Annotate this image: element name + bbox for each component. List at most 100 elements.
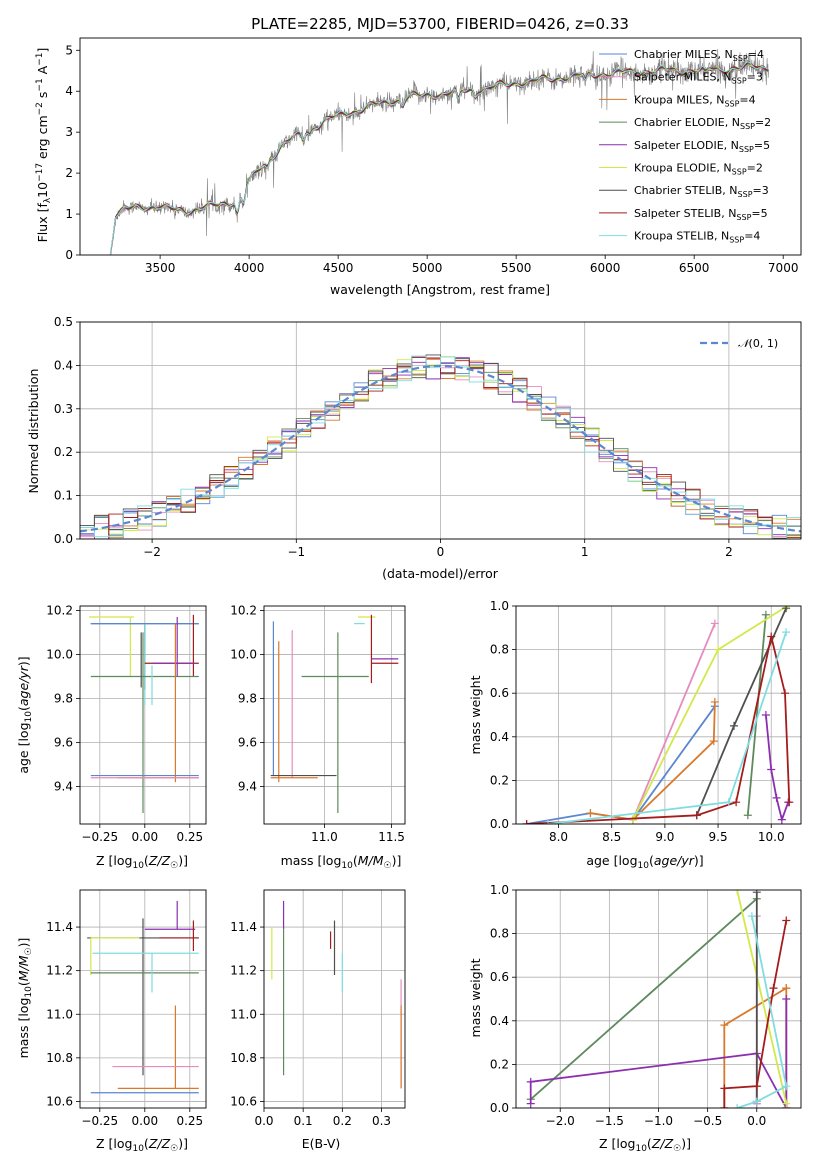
weight-vs-age-ytick-label-5: 1.0 (490, 599, 509, 613)
weight-vs-age-series-salpeter_stelib (526, 636, 791, 824)
residuals-xlabel: (data-model)/error (382, 566, 499, 581)
residuals-xtick-label-2: 0 (437, 545, 445, 559)
weight-vs-z-marker-salpeter_stelib-2 (752, 1082, 761, 1091)
mass-vs-z-xlabel: Z [log10(Z/Z☉)] (96, 1136, 188, 1154)
mass-vs-z-ylabel: mass [log10(M/M☉)] (16, 938, 34, 1059)
age-vs-z-ytick-label-2: 9.8 (54, 691, 73, 705)
residuals-ytick-label-2: 0.2 (54, 445, 73, 459)
weight-vs-age-marker-kroupa_stelib-0 (543, 820, 552, 824)
spectrum-legend: Chabrier MILES, NSSP=4 Salpeter MILES, NS… (599, 48, 771, 245)
residuals-legend: 𝒩(0, 1) (700, 337, 778, 350)
weight-vs-z-ytick-label-1: 0.2 (490, 1057, 509, 1071)
spectrum-xtick-label-5: 6000 (590, 261, 621, 275)
residuals-xtick-label-3: 1 (581, 545, 589, 559)
weight-vs-z-ytick-label-0: 0.0 (490, 1101, 509, 1115)
weight-vs-age-marker-chabrier_elodie-0 (743, 811, 752, 820)
mass-vs-ebv-ytick-label-3: 11.2 (230, 964, 257, 978)
legend-label-salpeter_stelib: Salpeter STELIB, NSSP=5 (634, 207, 768, 222)
weight-vs-z-ytick-label-4: 0.8 (490, 927, 509, 941)
weight-vs-age-xtick-label-3: 9.5 (709, 830, 728, 844)
weight-vs-z-ytick-label-3: 0.6 (490, 970, 509, 984)
weight-vs-z-xtick-label-0: −2.0 (546, 1114, 575, 1128)
weight-vs-age-marker-kroupa_stelib-1 (724, 798, 733, 807)
weight-vs-z-ytick-label-2: 0.4 (490, 1014, 509, 1028)
age-vs-z-ytick-label-0: 9.4 (54, 780, 73, 794)
mass-vs-ebv-xlabel: E(B-V) (302, 1136, 341, 1151)
legend-label-chabrier_stelib: Chabrier STELIB, NSSP=3 (634, 184, 769, 199)
spectrum-ylabel: Flux [fλ10−17 erg cm−2 s−1 A−1] (35, 48, 53, 243)
spectrum-xtick-label-6: 6500 (679, 261, 710, 275)
weight-vs-z-marker-salpeter_stelib-1 (720, 1084, 729, 1093)
age-vs-z-xtick-label-0: −0.25 (81, 830, 118, 844)
residuals-plot: −2 −1 0 1 2 0.0 0.1 0.2 0.3 0.4 0.5 𝒩(0, 1) (54, 315, 802, 559)
age-vs-z-ytick-label-1: 9.6 (54, 736, 73, 750)
weight-vs-z-marker-salpeter_stelib-0 (720, 1104, 729, 1108)
age-vs-z-ytick-label-4: 10.2 (46, 603, 73, 617)
mass-vs-ebv-ytick-label-0: 10.6 (230, 1094, 257, 1108)
hist-kroupa_stelib (80, 355, 801, 539)
weight-vs-z-series-kroupa_stelib (736, 916, 788, 1108)
spectrum-ylabel-text: Flux [f (35, 203, 50, 243)
weight-vs-age-marker-chabrier_stelib-2 (782, 606, 791, 613)
weight-vs-age-xtick-label-0: 8.0 (549, 830, 568, 844)
spectrum-ytick-label-4: 4 (65, 84, 73, 98)
clip6-area (271, 900, 402, 1089)
legend-label-kroupa_stelib: Kroupa STELIB, NSSP=4 (634, 230, 760, 245)
age-vs-mass-panel: 11.0 11.5 9.4 9.6 9.8 10.0 10.2 mass [log10(M/… (230, 603, 406, 871)
legend-label-chabrier_miles: Chabrier MILES, NSSP=4 (634, 48, 764, 63)
weight-vs-z-plot: −2.0 −1.5 −1.0 −0.5 0.0 0.0 0.2 0.4 0.6 0.8 1.0 (490, 883, 802, 1128)
mass-vs-ebv-ytick-label-2: 11.0 (230, 1007, 257, 1021)
weight-vs-age-marker-salpeter_miles-1 (710, 619, 719, 628)
age-vs-z-plot: −0.25 0.00 0.25 9.4 9.6 9.8 10.0 10.2 (46, 603, 207, 844)
mass-vs-ebv-ytick-label-1: 10.8 (230, 1051, 257, 1065)
spectrum-xtick-label-1: 4000 (234, 261, 265, 275)
spectrum-xtick-label-7: 7000 (768, 261, 799, 275)
weight-vs-age-xlabel: age [log10(age/yr)] (586, 853, 703, 871)
weight-vs-age-marker-kroupa_miles-2 (709, 737, 718, 746)
weight-vs-age-plot: 8.0 8.5 9.0 9.5 10.0 0.0 0.2 0.4 0.6 0.8 1.0 (490, 599, 802, 844)
residuals-xtick-label-0: −2 (143, 545, 161, 559)
clip5-area (87, 900, 199, 1094)
weight-vs-age-marker-salpeter_stelib-5 (785, 798, 794, 807)
mass-vs-z-xtick-label-1: 0.00 (131, 1114, 158, 1128)
weight-vs-age-marker-kroupa_miles-0 (586, 809, 595, 818)
weight-vs-z-xtick-label-3: −0.5 (693, 1114, 722, 1128)
gaussian-curve (80, 364, 801, 533)
weight-vs-age-marker-chabrier_elodie-1 (761, 610, 770, 619)
spectrum-xtick-label-3: 5000 (412, 261, 443, 275)
weight-vs-age-marker-salpeter_stelib-0 (522, 820, 531, 824)
clip0-area (109, 48, 769, 255)
age-vs-mass-xtick-label-0: 11.0 (311, 830, 338, 844)
weight-vs-z-xlabel: Z [log10(Z/Z☉)] (599, 1136, 691, 1154)
mass-vs-z-frame (79, 889, 207, 1109)
mass-vs-z-ytick-label-1: 10.8 (46, 1051, 73, 1065)
weight-vs-age-frame (515, 605, 802, 825)
weight-vs-age-marker-kroupa_elodie-1 (714, 645, 723, 654)
spectrum-ytick-label-3: 3 (65, 125, 73, 139)
weight-vs-z-marker-kroupa_elodie-0 (733, 890, 742, 894)
weight-vs-age-xtick-label-2: 9.0 (655, 830, 674, 844)
residuals-xtick-label-1: −1 (287, 545, 305, 559)
age-vs-z-ytick-label-3: 10.0 (46, 647, 73, 661)
age-vs-z-panel: −0.25 0.00 0.25 9.4 9.6 9.8 10.0 10.2 Z [log10(… (16, 603, 207, 871)
age-vs-mass-ytick-label-1: 9.6 (238, 736, 257, 750)
weight-vs-z-series-chabrier_elodie (530, 898, 758, 1100)
weight-vs-age-series-salpeter_miles (632, 623, 716, 820)
weight-vs-z-ylabel: mass weight (468, 958, 483, 1037)
weight-vs-age-xtick-label-4: 10.0 (758, 830, 785, 844)
mass-vs-ebv-panel: 0.0 0.1 0.2 0.3 10.6 10.8 11.0 11.2 11.4 E(B-V) (230, 889, 406, 1151)
weight-vs-z-marker-kroupa_miles-1 (720, 1021, 729, 1030)
weight-vs-z-marker-salpeter_elodie-1 (526, 1077, 535, 1086)
legend-label-kroupa_elodie: Kroupa ELODIE, NSSP=2 (634, 162, 763, 177)
weight-vs-z-marker-chabrier_stelib-1 (752, 890, 761, 897)
residuals-ylabel: Normed distribution (26, 369, 41, 494)
mass-vs-ebv-xtick-label-3: 0.3 (372, 1114, 391, 1128)
age-vs-mass-ytick-label-3: 10.0 (230, 647, 257, 661)
weight-vs-z-marker-kroupa_stelib-0 (747, 912, 756, 921)
spectrum-ytick-label-1: 1 (65, 207, 73, 221)
weight-vs-age-marker-kroupa_miles-3 (710, 697, 719, 706)
mass-vs-ebv-xtick-label-2: 0.2 (333, 1114, 352, 1128)
residuals-ytick-label-3: 0.3 (54, 402, 73, 416)
